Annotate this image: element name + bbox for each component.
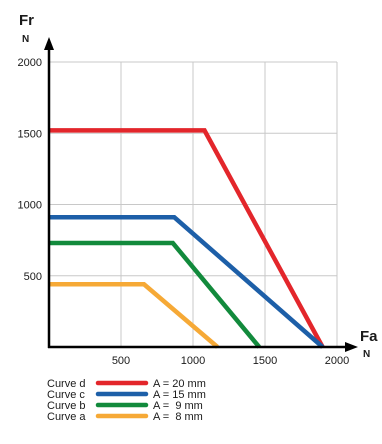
- y-tick-label: 500: [24, 271, 42, 283]
- y-axis-arrow: [44, 37, 54, 50]
- series-line-b: [49, 240, 261, 349]
- series-line-a: [49, 282, 219, 349]
- legend-value-label: A = 8 mm: [153, 411, 203, 423]
- x-tick-label: 1500: [253, 355, 277, 367]
- y-tick-label: 1000: [18, 200, 42, 212]
- legend-curve-name: Curve a: [47, 411, 86, 423]
- legend-value-label: A = 15 mm: [153, 389, 206, 401]
- x-tick-label: 500: [112, 355, 130, 367]
- grid: [49, 61, 338, 347]
- y-axis-title: Fr: [19, 12, 34, 29]
- x-axis-arrow: [345, 342, 358, 352]
- y-tick-label: 2000: [18, 57, 42, 69]
- legend-curve-name: Curve c: [47, 389, 85, 401]
- legend-curve-name: Curve b: [47, 400, 86, 412]
- x-axis-title: Fa: [360, 328, 378, 345]
- y-tick-label: 1500: [18, 128, 42, 140]
- legend-value-label: A = 20 mm: [153, 378, 206, 390]
- legend-value-label: A = 9 mm: [153, 400, 203, 412]
- x-axis-unit: N: [363, 349, 370, 360]
- y-axis-unit: N: [22, 34, 29, 45]
- x-tick-label: 2000: [325, 355, 349, 367]
- x-tick-label: 1000: [181, 355, 205, 367]
- series-lines: [49, 128, 325, 349]
- series-line-d: [49, 128, 325, 349]
- tick-labels: 500 1000 1500 2000 500 1000 1500 2000: [18, 57, 350, 367]
- legend-curve-name: Curve d: [47, 378, 86, 390]
- series-line-c: [49, 215, 325, 349]
- axes: [44, 37, 358, 352]
- legend: Curve d A = 20 mm Curve c A = 15 mm Curve b A…: [47, 378, 206, 423]
